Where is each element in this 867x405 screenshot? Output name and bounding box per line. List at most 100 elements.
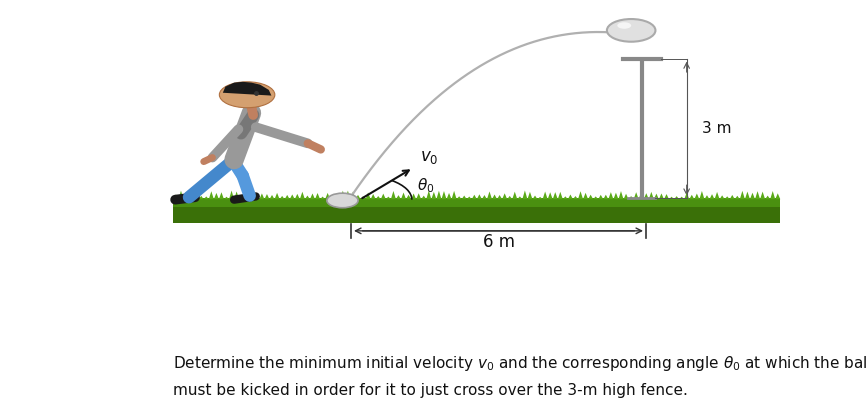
Polygon shape (593, 196, 598, 199)
Polygon shape (330, 196, 336, 199)
Polygon shape (770, 191, 775, 199)
Polygon shape (447, 193, 452, 199)
Polygon shape (461, 196, 466, 199)
Polygon shape (173, 198, 780, 207)
Polygon shape (720, 195, 725, 199)
Polygon shape (179, 191, 184, 199)
Polygon shape (436, 191, 441, 199)
Polygon shape (512, 192, 518, 199)
Polygon shape (432, 192, 436, 199)
Polygon shape (745, 192, 750, 199)
Polygon shape (760, 192, 765, 199)
Polygon shape (472, 195, 477, 199)
Circle shape (327, 193, 358, 208)
Text: 3 m: 3 m (702, 121, 732, 136)
Polygon shape (634, 192, 639, 199)
Polygon shape (310, 194, 315, 199)
Polygon shape (664, 194, 669, 199)
Polygon shape (336, 196, 340, 199)
Text: $\mathit{v}_0$: $\mathit{v}_0$ (420, 148, 439, 166)
Polygon shape (421, 196, 427, 199)
Polygon shape (518, 196, 523, 199)
Polygon shape (629, 196, 634, 199)
Polygon shape (532, 196, 538, 199)
Polygon shape (371, 194, 375, 199)
Polygon shape (315, 193, 320, 199)
Polygon shape (659, 194, 664, 199)
Polygon shape (649, 192, 654, 199)
Polygon shape (553, 192, 557, 199)
Polygon shape (538, 197, 543, 199)
Polygon shape (679, 196, 684, 199)
Polygon shape (457, 196, 461, 199)
Polygon shape (284, 195, 290, 199)
Polygon shape (674, 196, 679, 199)
Polygon shape (623, 194, 629, 199)
Polygon shape (568, 194, 573, 199)
Polygon shape (345, 191, 350, 199)
Polygon shape (502, 193, 507, 199)
Polygon shape (669, 197, 674, 199)
Polygon shape (173, 194, 179, 199)
Polygon shape (527, 192, 532, 199)
Polygon shape (563, 196, 568, 199)
Polygon shape (492, 194, 497, 199)
Polygon shape (704, 195, 709, 199)
Polygon shape (325, 193, 330, 199)
Polygon shape (224, 197, 229, 199)
Polygon shape (684, 193, 689, 199)
Circle shape (617, 22, 631, 29)
Polygon shape (214, 193, 218, 199)
Polygon shape (396, 195, 401, 199)
Polygon shape (609, 192, 614, 199)
Polygon shape (427, 190, 432, 199)
Polygon shape (694, 194, 700, 199)
Polygon shape (350, 192, 355, 199)
Polygon shape (366, 192, 371, 199)
Polygon shape (689, 195, 694, 199)
Polygon shape (223, 82, 271, 96)
Polygon shape (725, 196, 730, 199)
Polygon shape (487, 192, 492, 199)
Polygon shape (209, 191, 214, 199)
Polygon shape (361, 196, 366, 199)
Polygon shape (482, 195, 487, 199)
Polygon shape (199, 196, 204, 199)
Polygon shape (466, 196, 472, 199)
Text: must be kicked in order for it to just cross over the 3-m high fence.: must be kicked in order for it to just c… (173, 383, 688, 398)
Polygon shape (618, 191, 623, 199)
Polygon shape (275, 193, 279, 199)
Polygon shape (259, 194, 264, 199)
Polygon shape (254, 195, 259, 199)
Polygon shape (583, 193, 588, 199)
Polygon shape (507, 196, 512, 199)
Polygon shape (598, 195, 603, 199)
Polygon shape (381, 194, 386, 199)
Polygon shape (654, 194, 659, 199)
Polygon shape (401, 192, 406, 199)
Polygon shape (557, 192, 563, 199)
Polygon shape (740, 191, 745, 199)
Polygon shape (250, 196, 254, 199)
Polygon shape (734, 196, 740, 199)
Polygon shape (765, 196, 770, 199)
Polygon shape (340, 191, 345, 199)
Polygon shape (700, 191, 704, 199)
Text: $\theta_0$: $\theta_0$ (417, 176, 434, 195)
Polygon shape (239, 196, 244, 199)
Polygon shape (279, 196, 284, 199)
Polygon shape (709, 194, 714, 199)
Polygon shape (441, 191, 447, 199)
Polygon shape (497, 195, 502, 199)
Polygon shape (755, 191, 760, 199)
Polygon shape (523, 190, 527, 199)
Polygon shape (300, 192, 305, 199)
Polygon shape (543, 192, 548, 199)
Polygon shape (406, 195, 411, 199)
Polygon shape (234, 192, 239, 199)
Polygon shape (643, 193, 649, 199)
Polygon shape (477, 194, 482, 199)
Polygon shape (548, 192, 553, 199)
Polygon shape (244, 196, 250, 199)
Polygon shape (578, 191, 583, 199)
